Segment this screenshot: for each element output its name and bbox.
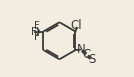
Text: F: F bbox=[34, 21, 40, 31]
Text: F: F bbox=[31, 26, 36, 36]
Text: N: N bbox=[77, 43, 85, 56]
Text: Cl: Cl bbox=[71, 19, 82, 32]
Text: S: S bbox=[88, 53, 95, 66]
Text: C: C bbox=[83, 48, 91, 61]
Text: F: F bbox=[34, 32, 40, 42]
